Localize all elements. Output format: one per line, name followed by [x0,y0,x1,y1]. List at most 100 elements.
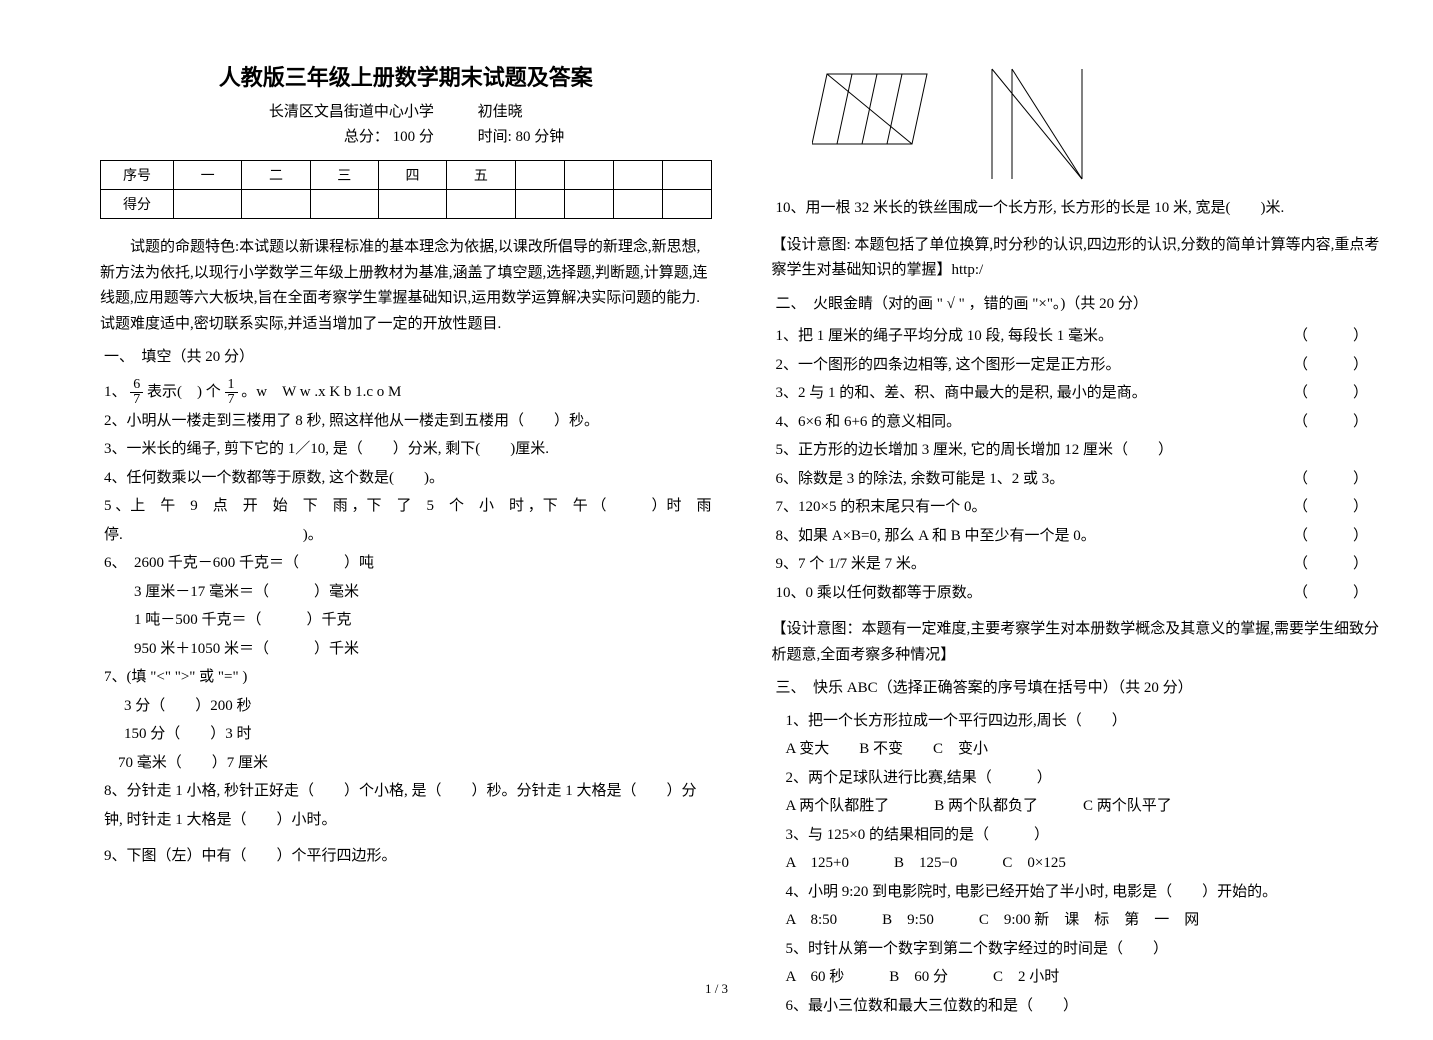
j6-text: 6、除数是 3 的除法, 余数可能是 1、2 或 3。 [776,465,1294,494]
figures-row [812,64,1384,184]
j4-paren: （ ） [1293,408,1383,437]
j3-paren: （ ） [1293,379,1383,408]
q1: 1、 6 7 表示( ) 个 1 7 。w W w .x K b 1.c o M [104,378,712,407]
q10: 10、用一根 32 米长的铁丝围成一个长方形, 长方形的长是 10 米, 宽是(… [776,194,1384,223]
sc-3 [310,190,378,219]
j10-paren: （ ） [1293,579,1383,608]
q5: 5 、上 午 9 点 开 始 下 雨 ，下 了 5 个 小 时 ，下 午 （ ）… [104,492,712,549]
row2-label: 得分 [101,190,174,219]
q1-f2-num: 1 [225,378,238,393]
design-note-2: 【设计意图：本题有一定难度,主要考察学生对本册数学概念及其意义的掌握,需要学生细… [772,617,1384,668]
sc-1 [174,190,242,219]
q6d: 950 米＋1050 米＝（ ）千米 [134,635,712,664]
q6a: 6、 2600 千克－600 千克＝（ ）吨 [104,549,712,578]
c1: 1、把一个长方形拉成一个平行四边形,周长（ ） [786,707,1384,736]
q1-f2-den: 7 [225,393,238,407]
section-3-header: 三、 快乐 ABC（选择正确答案的序号填在括号中）（共 20 分） [776,674,1384,703]
q7c: 150 分（ ）3 时 [124,720,712,749]
sc-2 [242,190,310,219]
j3-text: 3、2 与 1 的和、差、积、商中最大的是积, 最小的是商。 [776,379,1294,408]
time-value: 80 分钟 [516,129,565,145]
hdr-7 [564,161,613,190]
q2: 2、小明从一楼走到三楼用了 8 秒, 照这样他从一楼走到五楼用（ ）秒。 [104,407,712,436]
c4: 4、小明 9:20 到电影院时, 电影已经开始了半小时, 电影是（ ）开始的。 [786,878,1384,907]
hdr-4: 四 [378,161,446,190]
school-row: 长清区文昌街道中心小学 初佳晓 [100,100,712,121]
section-2-header: 二、 火眼金睛（对的画 " √ " ，错的画 "×"。)（共 20 分） [776,290,1384,319]
j9: 9、7 个 1/7 米是 7 米。（ ） [776,550,1384,579]
c3-options: A 125+0 B 125−0 C 0×125 [786,849,1384,878]
hdr-3: 三 [310,161,378,190]
score-value-row: 得分 [101,190,712,219]
q1-a: 1、 [104,384,127,400]
q1-c: 。w W w .x K b 1.c o M [241,384,401,400]
time-limit: 时间: 80 分钟 [478,125,618,146]
q6c: 1 吨－500 千克＝（ ）千克 [134,606,712,635]
author-name: 初佳晓 [478,100,618,121]
c5: 5、时针从第一个数字到第二个数字经过的时间是（ ） [786,935,1384,964]
j2-paren: （ ） [1293,351,1383,380]
c2: 2、两个足球队进行比赛,结果（ ） [786,764,1384,793]
hdr-seq: 序号 [101,161,174,190]
c4-options: A 8:50 B 9:50 C 9:00 新 课 标 第 一 网 [786,906,1384,935]
figure-parallelogram [812,64,942,154]
sc-4 [378,190,446,219]
j1: 1、把 1 厘米的绳子平均分成 10 段, 每段长 1 毫米。（ ） [776,322,1384,351]
c1-options: A 变大 B 不变 C 变小 [786,735,1384,764]
sc-9 [662,190,711,219]
q4: 4、任何数乘以一个数都等于原数, 这个数是( )。 [104,464,712,493]
score-table: 序号 一 二 三 四 五 得分 [100,160,712,219]
intro-text: 试题的命题特色:本试题以新课程标准的基本理念为依据,以课改所倡导的新理念,新思想… [100,235,712,337]
q1-b: 表示( ) 个 [147,384,221,400]
total-value: 100 分 [393,129,434,145]
right-column: 10、用一根 32 米长的铁丝围成一个长方形, 长方形的长是 10 米, 宽是(… [772,60,1384,1020]
j9-text: 9、7 个 1/7 米是 7 米。 [776,550,1294,579]
hdr-8 [613,161,662,190]
j4: 4、6×6 和 6+6 的意义相同。（ ） [776,408,1384,437]
j6-paren: （ ） [1293,465,1383,494]
school-name: 长清区文昌街道中心小学 [194,100,474,121]
j2-text: 2、一个图形的四条边相等, 这个图形一定是正方形。 [776,351,1294,380]
q6b: 3 厘米－17 毫米＝（ ）毫米 [134,578,712,607]
sc-5 [447,190,515,219]
j9-paren: （ ） [1293,550,1383,579]
j8-paren: （ ） [1293,522,1383,551]
j3: 3、2 与 1 的和、差、积、商中最大的是积, 最小的是商。（ ） [776,379,1384,408]
q7a: 7、(填 "<" ">" 或 "=" ) [104,663,712,692]
design-note-1: 【设计意图: 本题包括了单位换算,时分秒的认识,四边形的认识,分数的简单计算等内… [772,233,1384,284]
sc-7 [564,190,613,219]
j4-text: 4、6×6 和 6+6 的意义相同。 [776,408,1294,437]
j1-text: 1、把 1 厘米的绳子平均分成 10 段, 每段长 1 毫米。 [776,322,1294,351]
page-number: 1 / 3 [0,981,1433,997]
meta-row: 总分： 100 分 时间: 80 分钟 [100,125,712,146]
hdr-1: 一 [174,161,242,190]
q3: 3、一米长的绳子, 剪下它的 1／10, 是（ ）分米, 剩下( )厘米. [104,435,712,464]
c2-options: A 两个队都胜了 B 两个队都负了 C 两个队平了 [786,792,1384,821]
hdr-2: 二 [242,161,310,190]
j8: 8、如果 A×B=0, 那么 A 和 B 中至少有一个是 0。（ ） [776,522,1384,551]
sc-8 [613,190,662,219]
j7-paren: （ ） [1293,493,1383,522]
q1-frac2: 1 7 [225,378,238,407]
total-score: 总分： 100 分 [194,125,474,146]
j7-text: 7、120×5 的积末尾只有一个 0。 [776,493,1294,522]
j8-text: 8、如果 A×B=0, 那么 A 和 B 中至少有一个是 0。 [776,522,1294,551]
q7b: 3 分（ ）200 秒 [124,692,712,721]
q1-frac1: 6 7 [130,378,143,407]
j10-text: 10、0 乘以任何数都等于原数。 [776,579,1294,608]
hdr-9 [662,161,711,190]
j10: 10、0 乘以任何数都等于原数。（ ） [776,579,1384,608]
hdr-5: 五 [447,161,515,190]
j1-paren: （ ） [1293,322,1383,351]
left-column: 人教版三年级上册数学期末试题及答案 长清区文昌街道中心小学 初佳晓 总分： 10… [100,60,712,1020]
section-1-header: 一、 填空（共 20 分） [104,343,712,372]
sc-6 [515,190,564,219]
j7: 7、120×5 的积末尾只有一个 0。（ ） [776,493,1384,522]
total-label: 总分： [344,129,389,145]
q1-f1-num: 6 [130,378,143,393]
figure-lines [982,64,1092,184]
q9: 9、下图（左）中有（ ）个平行四边形。 [104,842,712,871]
c3: 3、与 125×0 的结果相同的是（ ） [786,821,1384,850]
q7d: 70 毫米（ ）7 厘米 [118,749,712,778]
time-label: 时间: [478,129,516,145]
